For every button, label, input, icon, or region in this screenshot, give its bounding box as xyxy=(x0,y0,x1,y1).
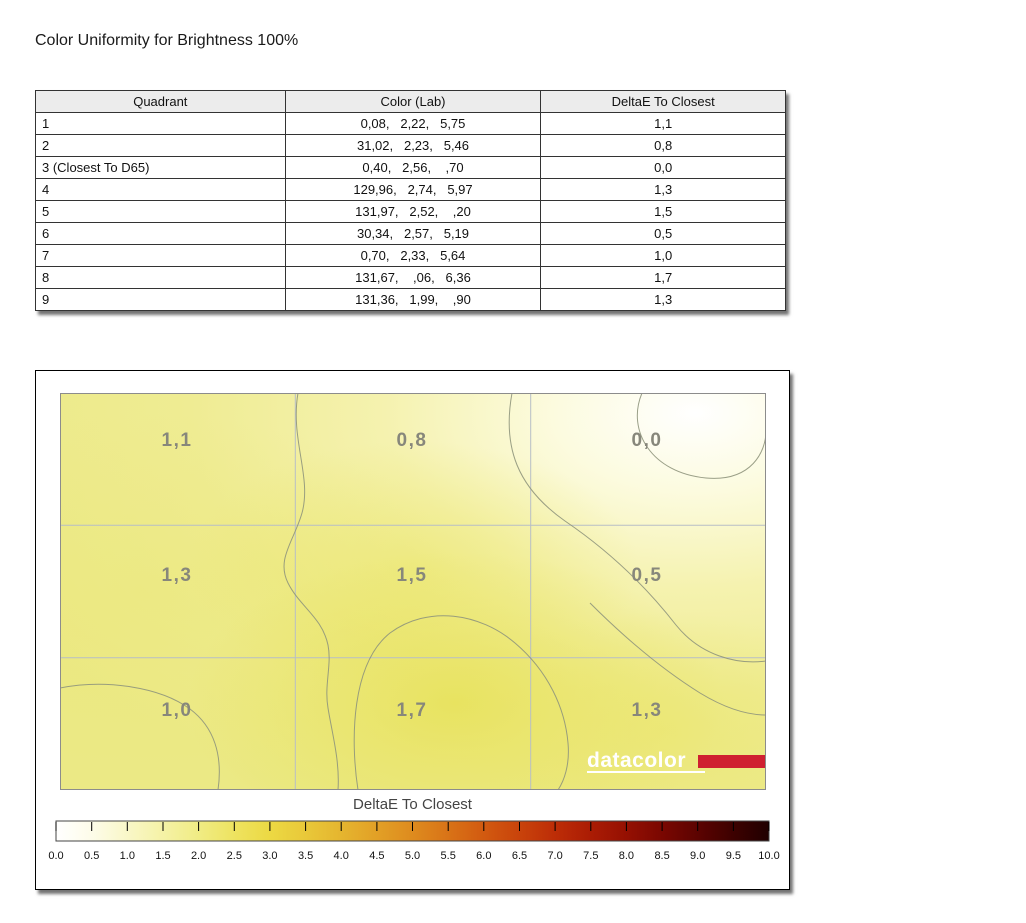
lab-cell: 0,40, 2,56, ,70 xyxy=(284,156,542,179)
svg-text:2.0: 2.0 xyxy=(191,850,206,862)
svg-text:5.5: 5.5 xyxy=(441,850,456,862)
lab-cell: 0,08, 2,22, 5,75 xyxy=(284,112,542,135)
svg-text:0.0: 0.0 xyxy=(48,850,63,862)
lab-cell: 131,36, 1,99, ,90 xyxy=(284,288,542,311)
svg-text:3.5: 3.5 xyxy=(298,850,313,862)
legend-title: DeltaE To Closest xyxy=(353,796,472,813)
table-row: 8 131,67, ,06, 6,36 1,7 xyxy=(35,266,786,289)
datacolor-logo-text: datacolor xyxy=(587,749,686,772)
lab-cell: 30,34, 2,57, 5,19 xyxy=(284,222,542,245)
uniformity-chart-panel: 1,1 0,8 0,0 1,3 1,5 0,5 1,0 1,7 1,3 data… xyxy=(35,370,790,890)
quadrant-cell: 3 (Closest To D65) xyxy=(35,156,286,179)
svg-text:0.5: 0.5 xyxy=(84,850,99,862)
table-row: 2 31,02, 2,23, 5,46 0,8 xyxy=(35,134,786,157)
quadrant-cell: 9 xyxy=(35,288,286,311)
svg-text:2.5: 2.5 xyxy=(227,850,242,862)
header-deltae: DeltaE To Closest xyxy=(540,90,786,113)
delta-cell: 1,1 xyxy=(540,112,786,135)
table-row: 9 131,36, 1,99, ,90 1,3 xyxy=(35,288,786,311)
quadrant-cell: 2 xyxy=(35,134,286,157)
quadrant-cell: 6 xyxy=(35,222,286,245)
svg-text:7.0: 7.0 xyxy=(547,850,562,862)
delta-cell: 1,5 xyxy=(540,200,786,223)
contour-lines xyxy=(60,393,766,790)
table-row: 3 (Closest To D65) 0,40, 2,56, ,70 0,0 xyxy=(35,156,786,179)
svg-text:6.5: 6.5 xyxy=(512,850,527,862)
delta-cell: 1,3 xyxy=(540,178,786,201)
table-row: 7 0,70, 2,33, 5,64 1,0 xyxy=(35,244,786,267)
cell-label: 1,1 xyxy=(162,430,193,451)
cell-label: 1,3 xyxy=(162,565,193,586)
table-row: 1 0,08, 2,22, 5,75 1,1 xyxy=(35,112,786,135)
svg-text:3.0: 3.0 xyxy=(262,850,277,862)
svg-text:5.0: 5.0 xyxy=(405,850,420,862)
svg-text:8.5: 8.5 xyxy=(654,850,669,862)
svg-text:1.0: 1.0 xyxy=(120,850,135,862)
uniformity-table: Quadrant Color (Lab) DeltaE To Closest 1… xyxy=(35,90,786,311)
scale-tick-labels: 0.0 0.5 1.0 1.5 2.0 2.5 3.0 3.5 4.0 4.5 … xyxy=(48,850,779,862)
quadrant-cell: 4 xyxy=(35,178,286,201)
cell-label: 0,5 xyxy=(632,565,663,586)
header-quadrant: Quadrant xyxy=(35,90,286,113)
heatmap-plot: 1,1 0,8 0,0 1,3 1,5 0,5 1,0 1,7 1,3 data… xyxy=(60,393,766,790)
svg-text:1.5: 1.5 xyxy=(155,850,170,862)
plot-border xyxy=(60,393,766,790)
table-row: 4 129,96, 2,74, 5,97 1,3 xyxy=(35,178,786,201)
logo-red-bar xyxy=(698,755,766,768)
grid-lines xyxy=(60,393,766,790)
cell-label: 0,8 xyxy=(397,430,428,451)
lab-cell: 131,67, ,06, 6,36 xyxy=(284,266,542,289)
quadrant-cell: 1 xyxy=(35,112,286,135)
cell-label: 1,5 xyxy=(397,565,428,586)
svg-text:8.0: 8.0 xyxy=(619,850,634,862)
quadrant-cell: 5 xyxy=(35,200,286,223)
svg-text:9.5: 9.5 xyxy=(726,850,741,862)
svg-text:7.5: 7.5 xyxy=(583,850,598,862)
cell-label: 1,7 xyxy=(397,700,428,721)
svg-text:10.0: 10.0 xyxy=(758,850,779,862)
lab-cell: 31,02, 2,23, 5,46 xyxy=(284,134,542,157)
quadrant-cell: 8 xyxy=(35,266,286,289)
heatmap-surface xyxy=(60,393,766,790)
cell-value-labels: 1,1 0,8 0,0 1,3 1,5 0,5 1,0 1,7 1,3 xyxy=(162,430,663,721)
delta-cell: 0,5 xyxy=(540,222,786,245)
table-row: 5 131,97, 2,52, ,20 1,5 xyxy=(35,200,786,223)
delta-cell: 0,8 xyxy=(540,134,786,157)
header-color-lab: Color (Lab) xyxy=(284,90,542,113)
color-scale-legend: 0.0 0.5 1.0 1.5 2.0 2.5 3.0 3.5 4.0 4.5 … xyxy=(48,820,780,862)
cell-label: 0,0 xyxy=(632,430,663,451)
lab-cell: 131,97, 2,52, ,20 xyxy=(284,200,542,223)
lab-cell: 129,96, 2,74, 5,97 xyxy=(284,178,542,201)
lab-cell: 0,70, 2,33, 5,64 xyxy=(284,244,542,267)
cell-label: 1,0 xyxy=(162,700,193,721)
table-header-row: Quadrant Color (Lab) DeltaE To Closest xyxy=(35,90,786,113)
svg-text:9.0: 9.0 xyxy=(690,850,705,862)
cell-label: 1,3 xyxy=(632,700,663,721)
table-row: 6 30,34, 2,57, 5,19 0,5 xyxy=(35,222,786,245)
delta-cell: 0,0 xyxy=(540,156,786,179)
scale-tick-marks xyxy=(55,822,770,831)
datacolor-logo: datacolor xyxy=(587,749,766,773)
delta-cell: 1,7 xyxy=(540,266,786,289)
delta-cell: 1,0 xyxy=(540,244,786,267)
svg-text:6.0: 6.0 xyxy=(476,850,491,862)
delta-cell: 1,3 xyxy=(540,288,786,311)
svg-text:4.0: 4.0 xyxy=(334,850,349,862)
page-title: Color Uniformity for Brightness 100% xyxy=(35,32,299,49)
quadrant-cell: 7 xyxy=(35,244,286,267)
svg-text:4.5: 4.5 xyxy=(369,850,384,862)
